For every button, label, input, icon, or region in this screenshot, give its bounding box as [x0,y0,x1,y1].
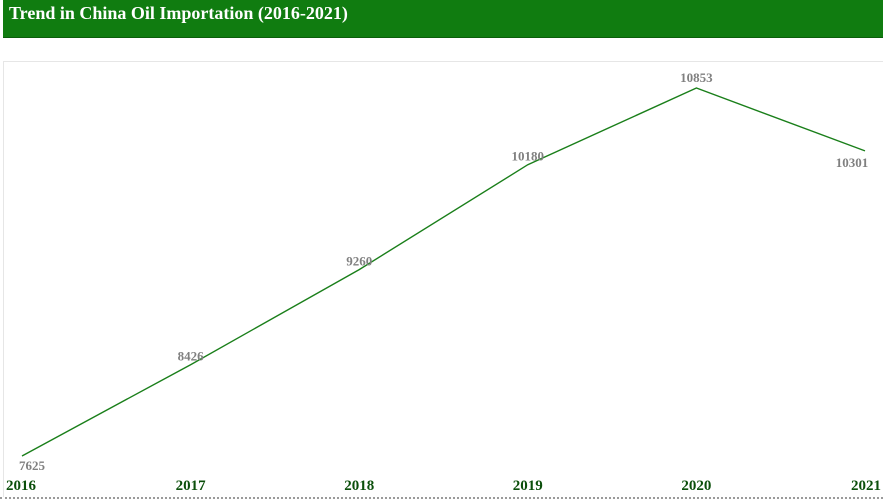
data-label-2020: 10853 [680,70,713,85]
x-tick-label-2021: 2021 [851,478,881,494]
line-layer [21,87,866,457]
chart-header: Trend in China Oil Importation (2016-202… [3,0,883,38]
dotted-baseline [0,497,883,499]
series-line [21,87,866,457]
chart-panel [3,61,883,497]
x-tick-label-2018: 2018 [344,478,374,494]
data-label-2021: 10301 [836,155,869,170]
x-tick-label-2019: 2019 [513,478,543,494]
data-label-layer: 7625 8426 9260 10180 10853 10301 [19,70,868,473]
data-label-2019: 10180 [512,149,545,164]
x-tick-label-2016: 2016 [6,478,37,494]
x-tick-label-2020: 2020 [681,478,711,494]
data-label-2017: 8426 [178,349,205,364]
data-label-2016: 7625 [19,458,46,473]
data-label-2018: 9260 [346,254,372,269]
chart-title: Trend in China Oil Importation (2016-202… [9,3,348,23]
x-axis-labels: 2016 2017 2018 2019 2020 2021 [6,478,881,494]
x-tick-label-2017: 2017 [176,478,207,494]
